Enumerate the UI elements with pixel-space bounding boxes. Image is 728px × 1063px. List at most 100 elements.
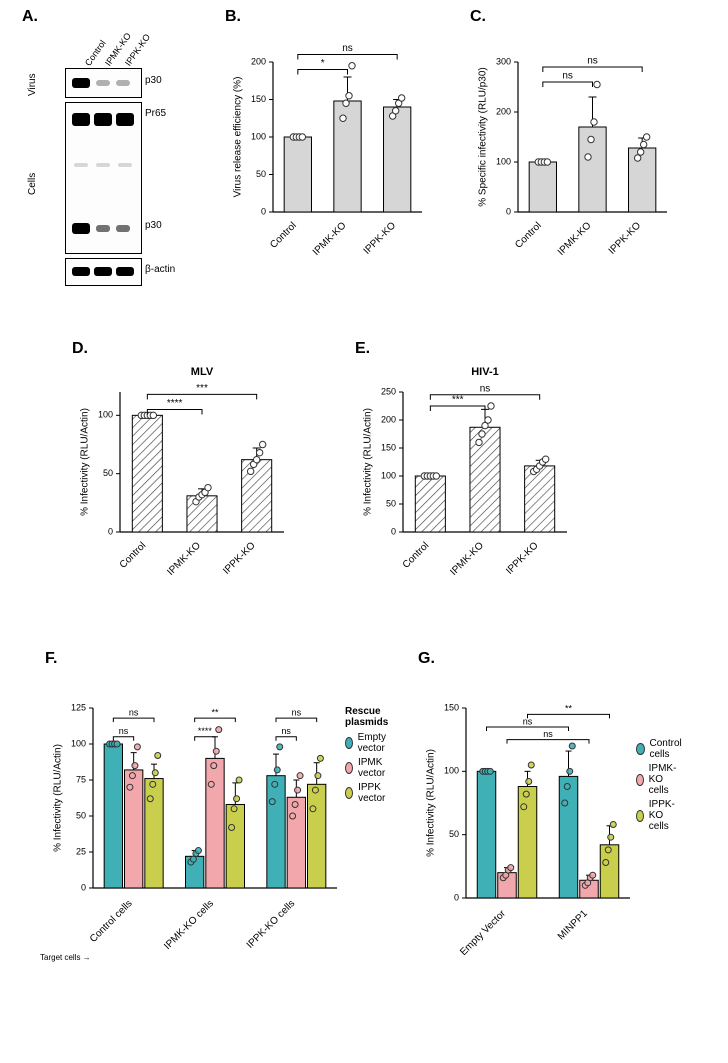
panel-F-label: F. <box>45 650 57 668</box>
band <box>96 225 110 232</box>
band <box>94 267 112 276</box>
legend-item: IPMK-KO cells <box>636 763 685 796</box>
svg-text:100: 100 <box>444 766 459 776</box>
svg-text:Control: Control <box>401 540 432 571</box>
legend-F: Rescue plasmidsEmpty vectorIPMK vectorIP… <box>345 706 390 807</box>
row-label: Pr65 <box>145 108 166 119</box>
svg-text:100: 100 <box>251 131 266 141</box>
svg-text:****: **** <box>167 398 183 409</box>
svg-text:300: 300 <box>496 56 511 66</box>
svg-text:ns: ns <box>543 729 553 739</box>
svg-text:150: 150 <box>444 702 459 712</box>
legend-swatch <box>345 737 353 749</box>
svg-text:***: *** <box>452 395 464 406</box>
legend-title: Rescue plasmids <box>345 706 390 728</box>
svg-text:ns: ns <box>119 726 129 736</box>
svg-text:Virus release efficiency (%): Virus release efficiency (%) <box>233 77 244 198</box>
svg-text:Control: Control <box>118 540 149 571</box>
band <box>116 80 130 86</box>
legend-item: Control cells <box>636 738 685 760</box>
band <box>72 113 90 126</box>
chart-E: 050100150200250% Infectivity (RLU/Actin)… <box>355 352 575 605</box>
legend-text: IPMK-KO cells <box>649 763 686 796</box>
side-label: Virus <box>27 73 38 96</box>
svg-text:ns: ns <box>562 71 573 82</box>
svg-text:MINPP1: MINPP1 <box>556 908 590 942</box>
svg-text:100: 100 <box>98 410 113 420</box>
svg-text:% Infectivity (RLU/Actin): % Infectivity (RLU/Actin) <box>426 749 437 857</box>
chart-B: 050100150200Virus release efficiency (%)… <box>225 22 430 285</box>
band <box>116 267 134 276</box>
svg-text:0: 0 <box>506 206 511 216</box>
legend-swatch <box>636 810 644 822</box>
band <box>94 113 112 126</box>
chart-G: 0 50 100 150 % Infectivity (RLU/Actin) Empty … <box>418 668 638 981</box>
svg-text:ns: ns <box>292 707 302 717</box>
svg-text:75: 75 <box>76 774 86 784</box>
row-label: p30 <box>145 75 162 86</box>
svg-text:ns: ns <box>480 383 491 394</box>
svg-text:% Infectivity (RLU/Actin): % Infectivity (RLU/Actin) <box>53 744 64 852</box>
legend-item: IPPK-KO cells <box>636 799 685 832</box>
svg-text:0: 0 <box>454 892 459 902</box>
band <box>96 80 110 86</box>
legend-swatch <box>345 762 353 774</box>
row-label: p30 <box>145 220 162 231</box>
legend-G: Control cells IPMK-KO cellsIPPK-KO cells <box>636 738 685 835</box>
svg-text:50: 50 <box>76 810 86 820</box>
band <box>72 267 90 276</box>
side-label: Cells <box>27 173 38 195</box>
svg-text:50: 50 <box>103 468 113 478</box>
svg-text:0: 0 <box>391 526 396 536</box>
chart-C: 0100200300% Specific infectivity (RLU/p3… <box>470 22 675 285</box>
svg-text:ns: ns <box>129 707 139 717</box>
svg-text:IPPK-KO: IPPK-KO <box>504 540 541 577</box>
chart-F: 0255075100125% Infectivity (RLU/Actin)Co… <box>45 668 345 981</box>
svg-text:IPPK-KO cells: IPPK-KO cells <box>245 898 298 951</box>
blot-virus <box>65 68 142 98</box>
legend-text: Control cells <box>650 738 686 760</box>
legend-swatch <box>345 787 353 799</box>
legend-swatch <box>636 774 644 786</box>
svg-text:*: * <box>321 58 325 69</box>
chart-D: 050100% Infectivity (RLU/Actin)MLVContro… <box>72 352 292 605</box>
svg-text:150: 150 <box>251 94 266 104</box>
svg-text:ns: ns <box>587 56 598 67</box>
band <box>72 223 90 234</box>
legend-text: IPPK-KO cells <box>649 799 685 832</box>
svg-text:Control: Control <box>513 220 544 251</box>
svg-text:0: 0 <box>81 882 86 892</box>
svg-text:150: 150 <box>381 442 396 452</box>
svg-text:25: 25 <box>76 846 86 856</box>
svg-text:IPMK-KO: IPMK-KO <box>311 220 349 258</box>
svg-text:MLV: MLV <box>191 366 214 378</box>
svg-text:ns: ns <box>342 43 353 54</box>
svg-text:IPMK-KO: IPMK-KO <box>165 540 203 578</box>
svg-text:Control: Control <box>268 220 299 251</box>
svg-text:0: 0 <box>261 206 266 216</box>
svg-text:**: ** <box>211 707 219 717</box>
svg-text:ns: ns <box>281 726 291 736</box>
band <box>72 78 90 88</box>
svg-text:HIV-1: HIV-1 <box>471 366 499 378</box>
svg-text:**: ** <box>565 704 573 714</box>
band <box>74 163 88 167</box>
legend-item: Empty vector <box>345 732 390 754</box>
band <box>116 225 130 232</box>
svg-text:100: 100 <box>381 470 396 480</box>
svg-text:125: 125 <box>71 702 86 712</box>
svg-text:50: 50 <box>449 829 459 839</box>
band <box>116 113 134 126</box>
svg-text:50: 50 <box>256 169 266 179</box>
target-cells-label: Target cells → <box>40 953 91 962</box>
svg-text:IPMK-KO cells: IPMK-KO cells <box>162 898 216 952</box>
svg-text:***: *** <box>196 383 208 394</box>
band <box>118 163 132 167</box>
svg-text:250: 250 <box>381 386 396 396</box>
svg-text:200: 200 <box>381 414 396 424</box>
svg-text:IPMK-KO: IPMK-KO <box>448 540 486 578</box>
svg-text:Empty Vector: Empty Vector <box>458 908 508 958</box>
svg-text:50: 50 <box>386 498 396 508</box>
svg-text:IPPK-KO: IPPK-KO <box>221 540 258 577</box>
band <box>96 163 110 167</box>
